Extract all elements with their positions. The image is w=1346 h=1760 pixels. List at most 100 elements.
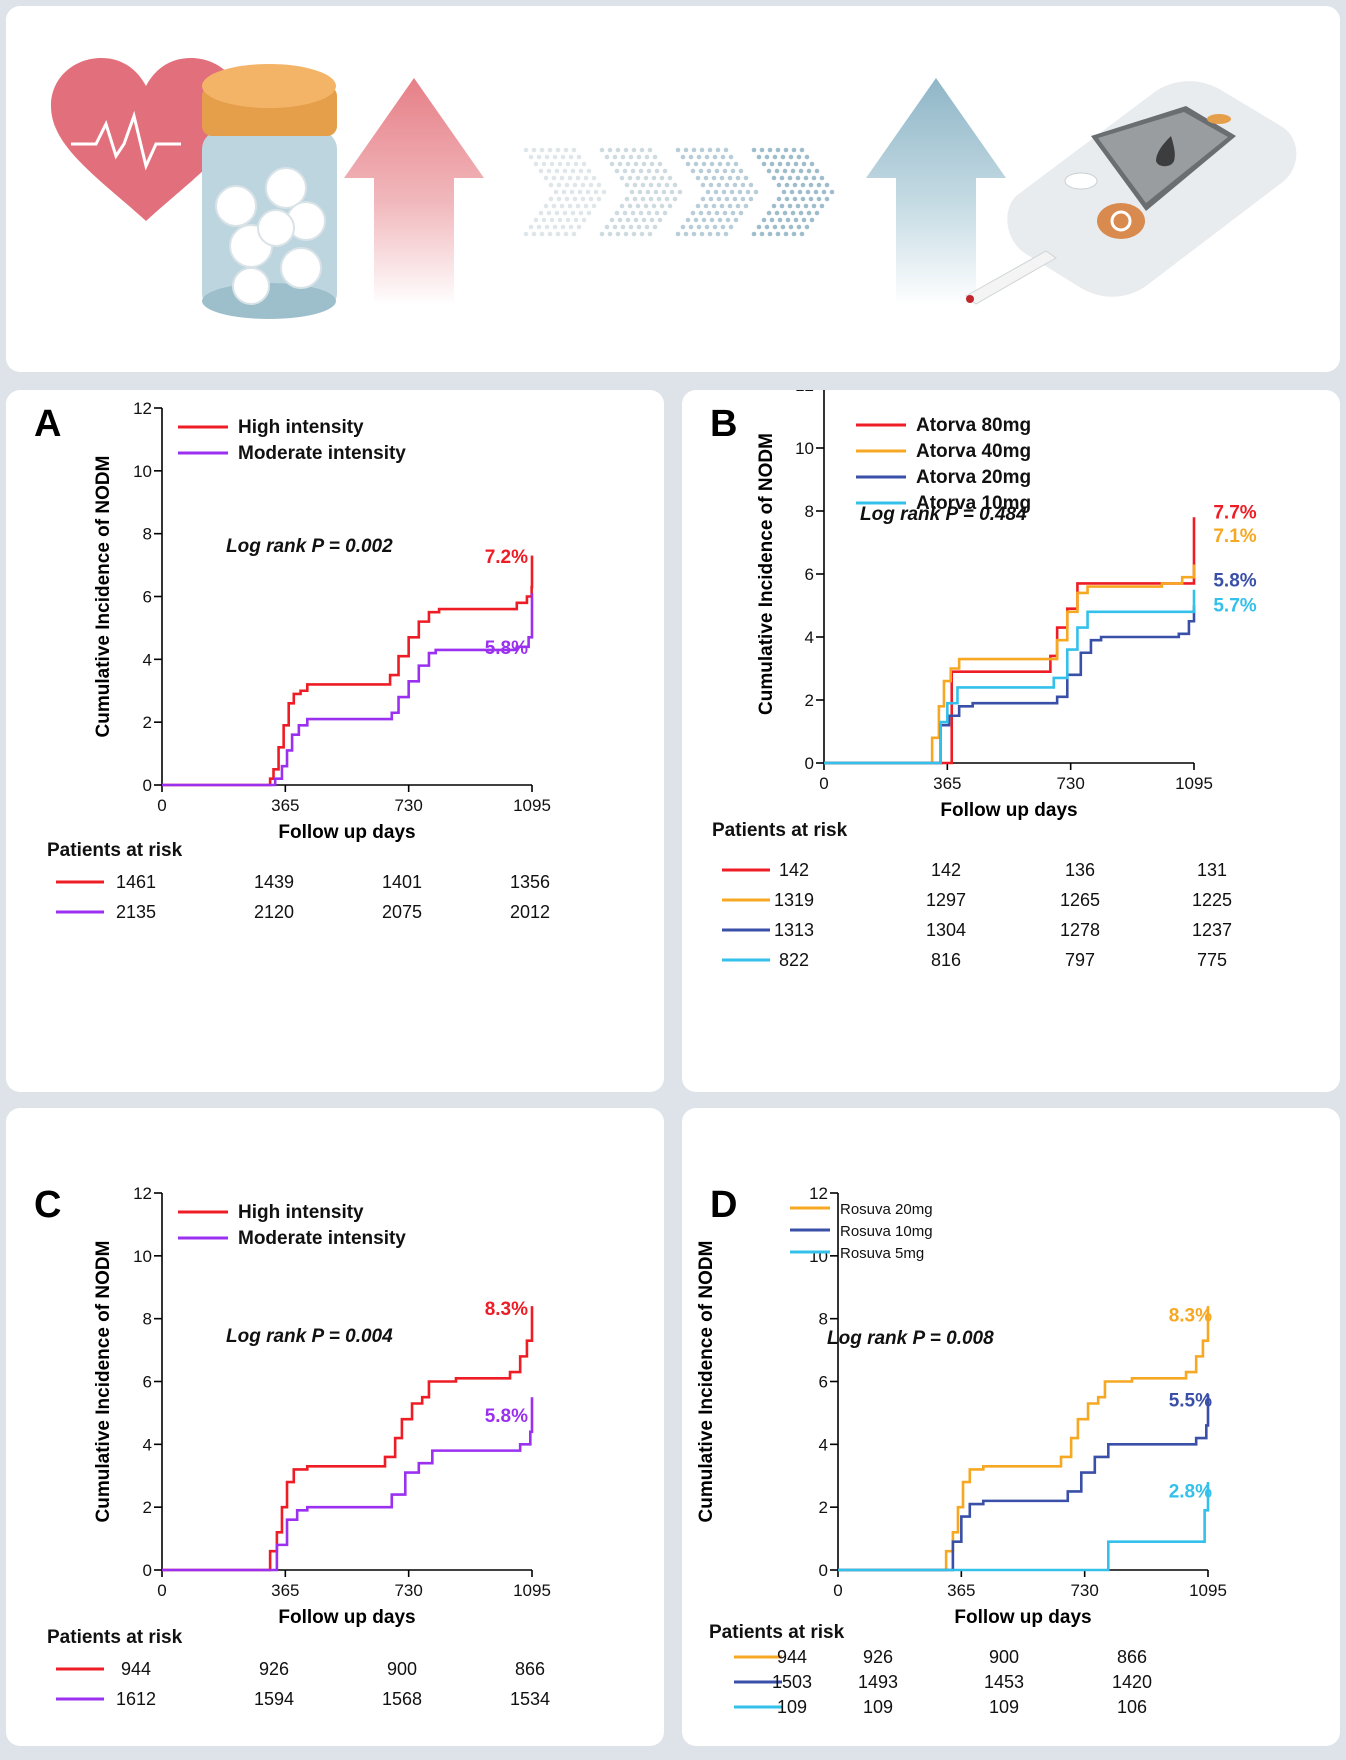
chevron-dot xyxy=(523,231,529,237)
chevron-dot xyxy=(528,154,534,160)
chevron-dot xyxy=(680,154,686,160)
chevron-dot xyxy=(612,154,618,160)
chevron-dot xyxy=(659,175,665,181)
chevron-dot xyxy=(691,231,697,237)
chevron-dot xyxy=(638,210,644,216)
chevron-dot xyxy=(573,161,579,167)
chevron-dot xyxy=(591,175,597,181)
chevron-dot xyxy=(715,231,721,237)
chevron-dot xyxy=(563,147,569,153)
chevron-dot xyxy=(761,161,767,167)
chevron-dot xyxy=(531,147,537,153)
chevron-dot xyxy=(725,161,731,167)
series-line xyxy=(824,589,1196,765)
chevron-dot xyxy=(809,217,815,223)
chevron-dot xyxy=(720,154,726,160)
chevron-dot xyxy=(796,154,802,160)
chevron-dot xyxy=(552,224,558,230)
risk-cell: 2135 xyxy=(116,902,156,922)
chevron-dot xyxy=(769,161,775,167)
km-chart-a: A 0 2 4 6 8 10 12 0 365 730 1095 Follow up days Cumul… xyxy=(34,399,551,922)
chevron-dot xyxy=(780,224,786,230)
chevron-dot xyxy=(547,231,553,237)
chevron-dot xyxy=(800,196,806,202)
chevron-dot xyxy=(562,210,568,216)
x-tick-label: 0 xyxy=(833,1581,842,1600)
chevron-dot xyxy=(740,196,746,202)
y-tick-label: 0 xyxy=(805,754,814,773)
chevron-dot xyxy=(588,196,594,202)
risk-cell: 1356 xyxy=(510,872,550,892)
x-tick-label: 730 xyxy=(1056,774,1084,793)
chevron-dot xyxy=(657,161,663,167)
chevron-dot xyxy=(771,175,777,181)
chevron-dot xyxy=(727,203,733,209)
chevron-dot xyxy=(654,210,660,216)
chevron-dot xyxy=(649,217,655,223)
chevron-dot xyxy=(585,189,591,195)
chevron-dot xyxy=(753,189,759,195)
end-percent-label: 5.8% xyxy=(485,1406,528,1427)
chevron-dot xyxy=(643,203,649,209)
chevron-dot xyxy=(588,182,594,188)
risk-cell: 1313 xyxy=(774,920,814,940)
risk-cell: 1420 xyxy=(1112,1672,1152,1692)
series-line xyxy=(838,1306,1210,1572)
chevron-dot xyxy=(775,147,781,153)
chevron-dot xyxy=(632,182,638,188)
chevron-dot xyxy=(533,161,539,167)
chevron-dot xyxy=(766,210,772,216)
y-tick-label: 10 xyxy=(809,1247,828,1266)
chevron-dot xyxy=(656,182,662,188)
chevron-dot xyxy=(531,231,537,237)
chevron-dot xyxy=(717,217,723,223)
risk-cell: 109 xyxy=(863,1697,893,1717)
chevron-dot xyxy=(819,175,825,181)
risk-cell: 142 xyxy=(779,860,809,880)
risk-cell: 866 xyxy=(515,1659,545,1679)
y-tick-label: 8 xyxy=(143,1310,152,1329)
chevron-dot xyxy=(829,189,835,195)
chevron-dot xyxy=(672,196,678,202)
chevron-dot xyxy=(813,189,819,195)
chevron-dot xyxy=(706,168,712,174)
risk-cell: 900 xyxy=(387,1659,417,1679)
chevron-dot xyxy=(657,217,663,223)
chevron-dot xyxy=(596,196,602,202)
chevron-dot xyxy=(743,175,749,181)
chevron-dot xyxy=(732,196,738,202)
x-axis-title: Follow up days xyxy=(954,1607,1091,1628)
risk-cell: 1534 xyxy=(510,1689,550,1709)
chevron-dot xyxy=(577,189,583,195)
legend-label: Atorva 80mg xyxy=(916,415,1031,436)
km-chart-c: C 0 2 4 6 8 10 12 0 365 730 1095 Follow up days Cumul… xyxy=(34,1184,551,1709)
chevron-dot xyxy=(625,217,631,223)
chevron-dot xyxy=(580,196,586,202)
chevron-dot xyxy=(722,168,728,174)
chevron-dot xyxy=(683,147,689,153)
chevron-dot xyxy=(640,182,646,188)
y-tick-label: 12 xyxy=(133,399,152,418)
chevron-dot xyxy=(633,217,639,223)
chevron-dot xyxy=(775,231,781,237)
chevron-dot xyxy=(816,182,822,188)
chevron-dot xyxy=(701,161,707,167)
chevron-dot xyxy=(788,224,794,230)
y-axis-title: Cumulative Incidence of NODM xyxy=(756,433,777,715)
chevron-dot xyxy=(751,147,757,153)
chevron-dot xyxy=(631,147,637,153)
graphical-abstract-panel xyxy=(6,6,1340,372)
chevron-dot xyxy=(576,154,582,160)
chevron-dot xyxy=(699,231,705,237)
chevron-dot xyxy=(793,161,799,167)
chevron-dot xyxy=(703,175,709,181)
risk-cell: 1568 xyxy=(382,1689,422,1709)
chevron-dot xyxy=(528,224,534,230)
chevron-dot xyxy=(672,182,678,188)
chevron-dot xyxy=(798,168,804,174)
chevron-dot xyxy=(615,147,621,153)
y-tick-label: 12 xyxy=(133,1184,152,1203)
chevron-dot xyxy=(572,182,578,188)
y-tick-label: 12 xyxy=(795,390,814,395)
chevron-dot xyxy=(544,224,550,230)
